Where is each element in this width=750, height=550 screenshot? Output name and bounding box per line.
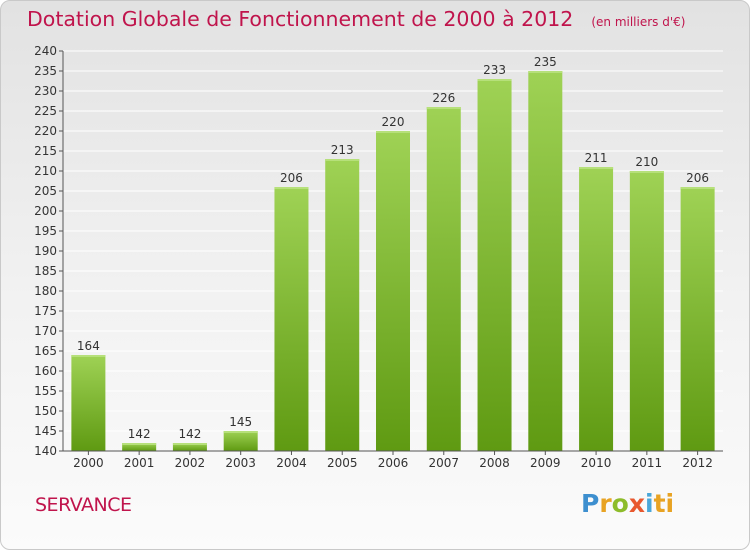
labels: 1401451501551601651701751801851901952002… (34, 44, 713, 470)
data-label: 235 (534, 55, 557, 69)
data-label: 213 (331, 143, 354, 157)
x-tick-label: 2002 (175, 456, 206, 470)
data-label: 206 (280, 171, 303, 185)
bar (477, 79, 512, 451)
bar (629, 171, 664, 451)
y-tick-label: 155 (34, 384, 57, 398)
bar (71, 355, 106, 451)
x-tick-label: 2001 (124, 456, 155, 470)
x-tick-label: 2004 (276, 456, 307, 470)
bar (325, 159, 360, 451)
bar (579, 167, 614, 451)
y-tick-label: 240 (34, 44, 57, 58)
y-tick-label: 145 (34, 424, 57, 438)
bar (528, 71, 563, 451)
title-unit: (en milliers d'€) (591, 15, 686, 29)
bar-highlight (223, 431, 258, 433)
data-label: 210 (635, 155, 658, 169)
title-text: Dotation Globale de Fonctionnement de 20… (27, 7, 574, 31)
x-tick-label: 2011 (632, 456, 663, 470)
y-tick-label: 140 (34, 444, 57, 458)
bar-highlight (579, 167, 614, 169)
y-tick-label: 185 (34, 264, 57, 278)
y-tick-label: 195 (34, 224, 57, 238)
logo-letter: r (599, 489, 612, 518)
data-label: 233 (483, 63, 506, 77)
x-tick-label: 2009 (530, 456, 561, 470)
y-tick-label: 230 (34, 84, 57, 98)
bar-highlight (122, 443, 157, 445)
x-tick-label: 2006 (378, 456, 409, 470)
x-tick-label: 2008 (479, 456, 510, 470)
bar (223, 431, 258, 451)
y-tick-label: 205 (34, 184, 57, 198)
bar-highlight (426, 107, 461, 109)
data-label: 142 (128, 427, 151, 441)
x-tick-label: 2005 (327, 456, 358, 470)
bar (376, 131, 410, 451)
logo-letter: x (628, 489, 645, 518)
bar-highlight (325, 159, 360, 161)
logo-letter: i (645, 489, 654, 518)
bar (274, 187, 309, 451)
data-label: 142 (178, 427, 201, 441)
bar-highlight (172, 443, 207, 445)
logo-letter: P (581, 489, 600, 518)
data-label: 145 (229, 415, 252, 429)
bar-highlight (274, 187, 309, 189)
bar (426, 107, 461, 451)
y-tick-label: 235 (34, 64, 57, 78)
y-tick-label: 175 (34, 304, 57, 318)
y-tick-label: 180 (34, 284, 57, 298)
bar-highlight (528, 71, 563, 73)
bar-highlight (629, 171, 664, 173)
bar-highlight (477, 79, 512, 81)
x-tick-label: 2003 (225, 456, 256, 470)
y-tick-label: 200 (34, 204, 57, 218)
x-tick-label: 2007 (428, 456, 459, 470)
data-label: 211 (585, 151, 608, 165)
data-label: 226 (432, 91, 455, 105)
commune-name: SERVANCE (35, 494, 132, 516)
bar-highlight (71, 355, 106, 357)
x-tick-label: 2000 (73, 456, 104, 470)
axes (59, 50, 723, 455)
bar (172, 443, 207, 451)
bar (122, 443, 157, 451)
chart-title: Dotation Globale de Fonctionnement de 20… (27, 7, 685, 31)
y-tick-label: 165 (34, 344, 57, 358)
x-tick-label: 2012 (682, 456, 713, 470)
bar-highlight (680, 187, 715, 189)
y-tick-label: 190 (34, 244, 57, 258)
y-tick-label: 170 (34, 324, 57, 338)
data-label: 220 (382, 115, 405, 129)
y-tick-label: 220 (34, 124, 57, 138)
bar (680, 187, 715, 451)
proxiti-logo: Proxiti (581, 489, 674, 518)
y-tick-label: 210 (34, 164, 57, 178)
y-tick-label: 150 (34, 404, 57, 418)
x-tick-label: 2010 (581, 456, 612, 470)
data-label: 164 (77, 339, 100, 353)
y-tick-label: 215 (34, 144, 57, 158)
bar-highlight (376, 131, 410, 133)
y-tick-label: 225 (34, 104, 57, 118)
logo-letter: ti (653, 489, 675, 518)
bars (71, 71, 715, 451)
logo-letter: o (611, 489, 629, 518)
y-tick-label: 160 (34, 364, 57, 378)
data-label: 206 (686, 171, 709, 185)
